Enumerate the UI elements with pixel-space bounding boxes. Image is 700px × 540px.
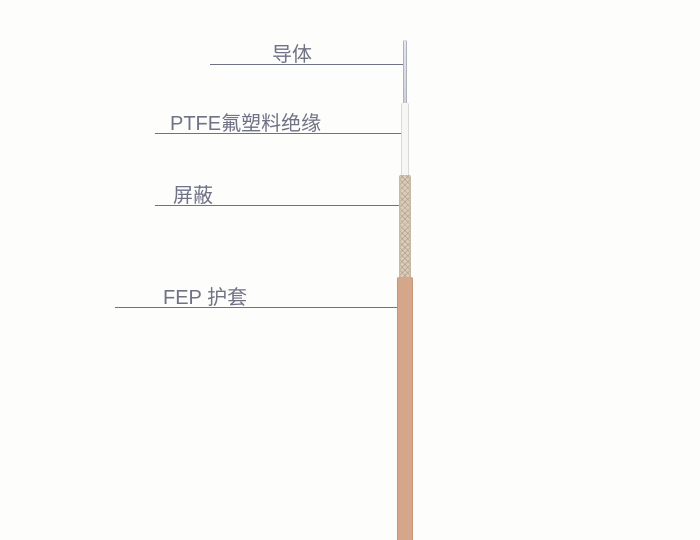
cable-shield — [399, 175, 411, 277]
underline-shield — [155, 205, 407, 206]
underline-fep-jacket — [115, 307, 408, 308]
label-shield: 屏蔽 — [173, 179, 213, 208]
cable-jacket — [397, 277, 413, 540]
cable-diagram: 导体 PTFE氟塑料绝缘 屏蔽 FEP 护套 — [0, 0, 700, 540]
underline-ptfe — [155, 133, 404, 134]
underline-conductor — [210, 64, 403, 65]
cable-conductor — [403, 40, 407, 103]
label-ptfe: PTFE氟塑料绝缘 — [170, 107, 321, 136]
label-conductor: 导体 — [272, 38, 312, 67]
cable-ptfe — [401, 103, 409, 175]
label-fep-jacket: FEP 护套 — [163, 281, 247, 310]
